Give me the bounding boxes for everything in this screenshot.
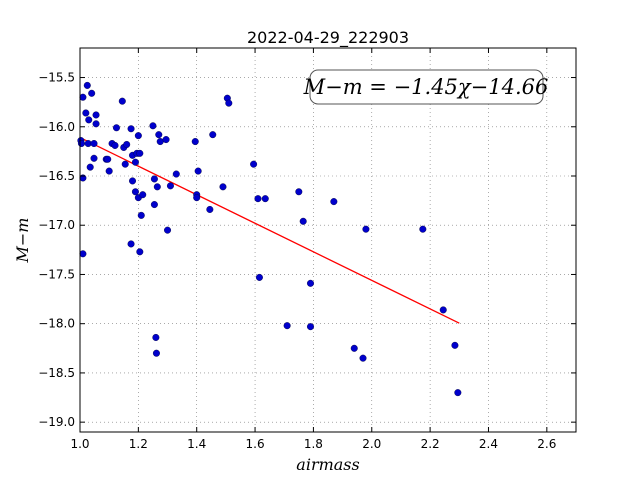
y-tick-label: −16.0 <box>38 120 75 134</box>
data-point <box>306 323 314 331</box>
data-point <box>84 140 92 148</box>
x-tick-label: 1.0 <box>70 437 89 451</box>
data-point <box>209 131 217 139</box>
annotation-box: M−m = −1.45χ−14.66 <box>303 69 549 105</box>
data-point <box>123 140 131 148</box>
data-point <box>172 170 180 178</box>
y-tick-label: −18.0 <box>38 317 75 331</box>
data-point <box>92 120 100 128</box>
x-tick-label: 1.2 <box>129 437 148 451</box>
data-point <box>79 93 87 101</box>
data-point <box>79 250 87 258</box>
data-point <box>194 167 202 175</box>
data-point <box>92 111 100 119</box>
data-point <box>439 306 447 314</box>
y-tick-label: −19.0 <box>38 415 75 429</box>
data-point <box>136 149 144 157</box>
data-point <box>83 81 91 89</box>
data-point <box>350 344 358 352</box>
y-tick-label: −16.5 <box>38 169 75 183</box>
data-point <box>155 131 163 139</box>
data-point <box>150 175 158 183</box>
data-point <box>152 349 160 357</box>
data-point <box>206 205 214 213</box>
x-tick-label: 2.6 <box>537 437 556 451</box>
data-point <box>127 240 135 248</box>
data-point <box>150 201 158 209</box>
data-point <box>134 132 142 140</box>
plot-frame <box>79 47 577 433</box>
x-tick-label: 2.0 <box>362 437 381 451</box>
x-tick-label: 1.6 <box>246 437 265 451</box>
data-point <box>295 188 303 196</box>
data-point <box>77 140 85 148</box>
data-point <box>299 217 307 225</box>
data-point <box>90 140 98 148</box>
x-tick-label: 2.2 <box>421 437 440 451</box>
data-point <box>362 225 370 233</box>
y-axis-label: M−m <box>13 218 32 264</box>
data-point <box>149 122 157 130</box>
data-point <box>162 136 170 144</box>
data-point <box>139 191 147 199</box>
fit-line <box>79 137 460 324</box>
data-point <box>166 182 174 190</box>
y-tick-label: −17.5 <box>38 267 75 281</box>
data-point <box>191 138 199 146</box>
data-point <box>359 354 367 362</box>
data-point <box>105 167 113 175</box>
x-tick-label: 1.4 <box>187 437 206 451</box>
x-axis-label: airmass <box>296 455 359 474</box>
data-point <box>225 99 233 107</box>
data-point <box>193 194 201 202</box>
data-point <box>451 341 459 349</box>
x-tick-label: 2.4 <box>479 437 498 451</box>
data-point <box>111 141 119 149</box>
data-point <box>152 333 160 341</box>
data-point <box>121 160 129 168</box>
data-point <box>131 188 139 196</box>
data-point <box>254 195 262 203</box>
data-point <box>112 124 120 132</box>
x-tick-label: 1.8 <box>304 437 323 451</box>
data-point <box>156 138 164 146</box>
data-point <box>104 155 112 163</box>
y-tick-label: −17.0 <box>38 218 75 232</box>
chart-title: 2022-04-29_222903 <box>247 28 409 48</box>
annotation-text: M−m = −1.45χ−14.66 <box>303 75 549 99</box>
data-point <box>330 198 338 206</box>
data-point <box>131 158 139 166</box>
data-point <box>164 226 172 234</box>
data-point <box>137 211 145 219</box>
data-point <box>85 116 93 124</box>
data-point <box>127 125 135 133</box>
ticks: 1.0 1.2 1.4 1.6 1.8 2.0 2.2 2.4 2.6 −15.5 −16.0 −16… <box>38 48 576 451</box>
data-point <box>129 177 137 185</box>
data-point <box>82 109 90 117</box>
data-point <box>250 160 258 168</box>
data-point <box>219 183 227 191</box>
data-point <box>90 154 98 162</box>
y-tick-label: −15.5 <box>38 71 75 85</box>
data-point <box>153 183 161 191</box>
data-point <box>306 279 314 287</box>
y-tick-label: −18.5 <box>38 366 75 380</box>
data-point <box>86 163 94 171</box>
data-point <box>454 389 462 397</box>
fit-line-layer <box>79 137 460 324</box>
data-point <box>283 322 291 330</box>
data-point <box>255 273 263 281</box>
data-point <box>419 225 427 233</box>
data-point <box>88 89 96 97</box>
annotation-frame <box>309 69 544 105</box>
data-point <box>261 195 269 203</box>
grid <box>79 48 576 432</box>
data-point <box>118 97 126 105</box>
points-layer <box>77 81 462 397</box>
data-point <box>136 248 144 256</box>
